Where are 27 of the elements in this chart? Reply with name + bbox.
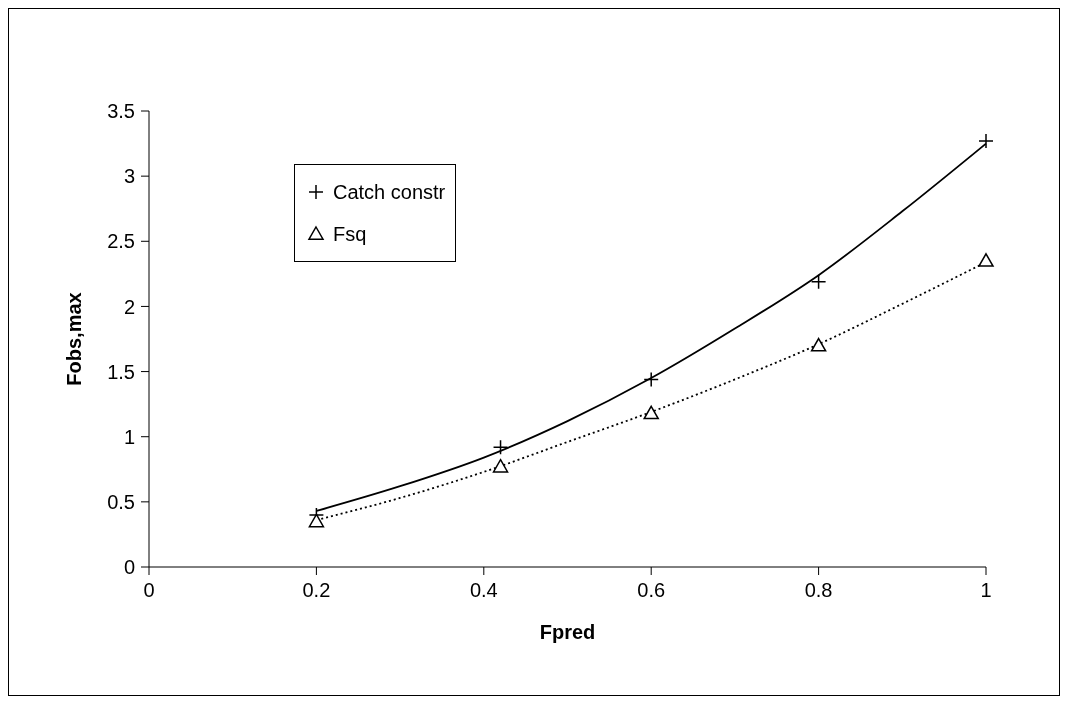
y-tick-label: 0.5: [107, 490, 135, 513]
y-tick-label: 3.5: [107, 100, 135, 123]
x-tick-label: 0.6: [637, 579, 666, 602]
point: [978, 133, 994, 149]
point: [643, 405, 659, 420]
x-tick-label: 0.2: [302, 579, 331, 602]
y-tick-label: 2: [123, 295, 135, 318]
point: [492, 439, 509, 455]
y-tick-label: 3: [123, 165, 135, 188]
x-tick-label: 1: [980, 579, 992, 602]
point: [492, 458, 509, 473]
x-tick-label: 0.4: [469, 579, 498, 602]
legend-label: Fsq: [333, 222, 367, 246]
y-tick-label: 1: [123, 425, 135, 448]
point: [810, 337, 827, 352]
point: [643, 371, 659, 388]
y-tick-label: 2.5: [107, 230, 135, 253]
legend-label: Catch constr: [333, 180, 446, 204]
x-tick-label: 0: [143, 579, 155, 602]
point: [978, 253, 994, 267]
point: [308, 513, 325, 528]
x-tick-label: 0.8: [804, 579, 833, 602]
point: [810, 273, 827, 290]
x-axis-title: Fpred: [539, 621, 596, 643]
y-tick-label: 1.5: [107, 360, 135, 383]
y-axis-title: Fobs,max: [63, 292, 86, 386]
y-tick-label: 0: [123, 556, 135, 579]
